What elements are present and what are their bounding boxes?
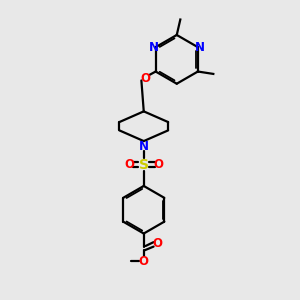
Text: S: S [139,158,149,172]
Text: O: O [139,255,149,268]
Text: N: N [149,41,159,54]
Text: O: O [152,237,162,250]
Text: O: O [140,72,150,85]
Text: O: O [154,158,164,171]
Text: N: N [139,140,149,153]
Text: O: O [124,158,134,171]
Text: N: N [195,41,205,54]
